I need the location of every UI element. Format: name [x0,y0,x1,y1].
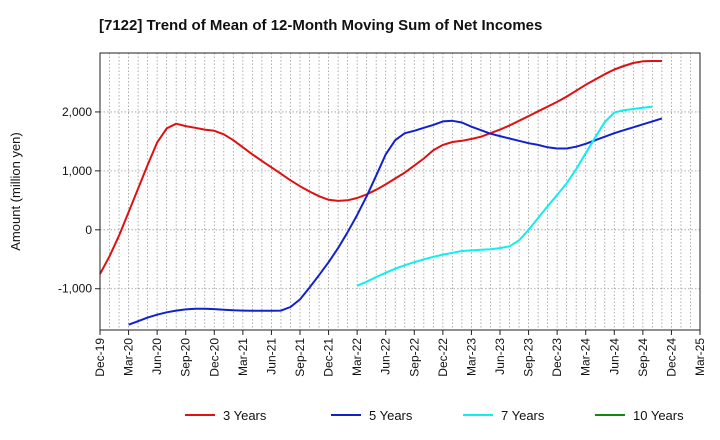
x-tick-label: Jun-20 [150,338,164,375]
x-tick-label: Sep-21 [293,338,307,377]
y-tick-label: 1,000 [62,164,92,178]
y-axis-label: Amount (million yen) [8,132,23,251]
x-tick-label: Dec-23 [550,338,564,377]
x-tick-label: Jun-21 [264,338,278,375]
legend-label-10-years: 10 Years [633,408,684,423]
x-tick-label: Dec-21 [322,338,336,377]
x-tick-label: Sep-24 [636,338,650,377]
x-tick-label: Dec-20 [207,338,221,377]
y-tick-label: 2,000 [62,105,92,119]
chart-title: [7122] Trend of Mean of 12-Month Moving … [99,17,542,34]
y-tick-label: 0 [85,223,92,237]
x-tick-label: Jun-24 [607,338,621,375]
x-tick-label: Mar-25 [693,338,707,376]
x-tick-label: Dec-22 [436,338,450,377]
x-tick-label: Jun-23 [493,338,507,375]
plot-frame [99,52,701,331]
grid [100,53,700,330]
legend: 3 Years 5 Years 7 Years 10 Years [185,408,684,423]
x-tick-label: Jun-22 [379,338,393,375]
x-tick-label: Mar-20 [122,338,136,376]
x-tick-label: Sep-22 [407,338,421,377]
legend-label-3-years: 3 Years [223,408,267,423]
x-axis: Dec-19 Mar-20 Jun-20 Sep-20 Dec-20 Mar-21 Jun-… [93,330,707,377]
x-tick-label: Mar-24 [579,338,593,376]
x-tick-label: Sep-23 [522,338,536,377]
legend-label-5-years: 5 Years [369,408,413,423]
legend-label-7-years: 7 Years [501,408,545,423]
x-tick-label: Sep-20 [179,338,193,377]
series-line-3-years [99,60,662,275]
y-tick-label: -1,000 [58,282,92,296]
x-tick-label: Dec-19 [93,338,107,377]
series-line-5-years [128,117,663,326]
series-line-7-years [356,105,653,287]
y-axis: -1,000 0 1,000 2,000 [58,105,100,296]
x-tick-label: Mar-23 [464,338,478,376]
x-tick-label: Mar-22 [350,338,364,376]
x-tick-label: Mar-21 [236,338,250,376]
x-tick-label: Dec-24 [664,338,678,377]
series-layer [99,60,663,326]
